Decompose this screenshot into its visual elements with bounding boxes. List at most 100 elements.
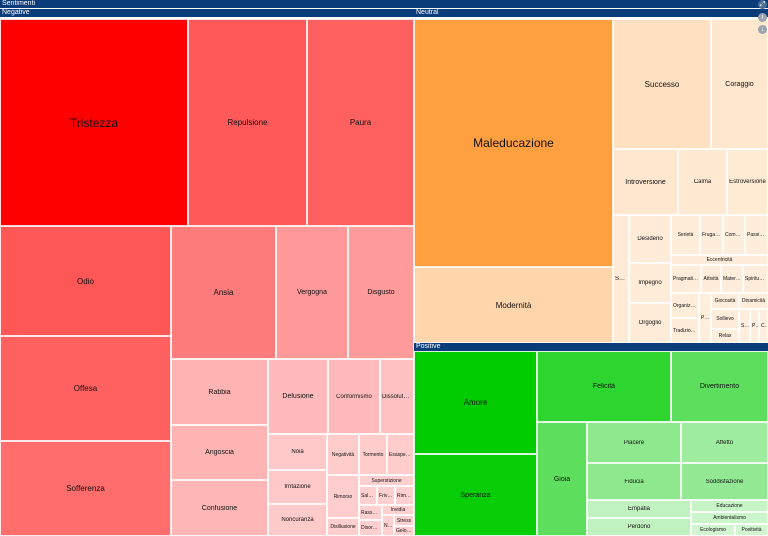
treemap-tile-label: Calma [693, 179, 712, 185]
treemap-tile-positivita[interactable]: Positività [735, 524, 768, 536]
treemap-tile-dinamicita[interactable]: Dinamicità [739, 293, 768, 309]
treemap-tile-conformismo[interactable]: Conformismo [328, 359, 380, 434]
treemap-tile-organizzazione[interactable]: Organizzazione [671, 293, 699, 318]
treemap-tile-odio[interactable]: Odio [0, 226, 171, 336]
treemap-tile-label: Positività [741, 527, 762, 533]
treemap-tile-eccentricita[interactable]: Eccentricità [671, 255, 768, 265]
treemap-tile-vergogna[interactable]: Vergogna [276, 226, 348, 359]
treemap-tile-attivita[interactable]: Attività [701, 265, 721, 293]
treemap-tile-label: Disorganizzazione [361, 525, 381, 531]
treemap-tile-maleducazione[interactable]: Maleducazione [414, 19, 613, 267]
treemap-tile-delusione[interactable]: Delusione [268, 359, 328, 434]
treemap-tile-sollievo[interactable]: Sollievo [711, 309, 739, 329]
treemap-tile-frivolezza[interactable]: Frivolezza [377, 486, 395, 505]
treemap-tile-esasperazione[interactable]: Esasperazione [387, 434, 414, 475]
treemap-tile-fiducia[interactable]: Fiducia [587, 463, 681, 500]
treemap-tile-rabbia[interactable]: Rabbia [171, 359, 268, 425]
treemap-tile-spiritualita[interactable]: Spiritualità [743, 265, 768, 293]
treemap-tile-serenita[interactable]: Serenità [739, 309, 750, 343]
treemap-tile-speranza[interactable]: Speranza [414, 454, 537, 536]
treemap-tile-label: Estroversione [729, 179, 766, 185]
treemap-tile-impegno[interactable]: Impegno [629, 263, 671, 303]
treemap-tile-pragmatismo[interactable]: Pragmatismo [671, 265, 701, 293]
treemap-tile-rassegnazione[interactable]: Rassegnazione [359, 505, 382, 520]
treemap-tile-ansia[interactable]: Ansia [171, 226, 276, 359]
treemap-tile-giocosita[interactable]: Giocosità [711, 293, 739, 309]
treemap-tile-rimpianto[interactable]: Rimpianto [395, 486, 414, 505]
treemap-tile-repulsione[interactable]: Repulsione [188, 19, 307, 226]
treemap-tile-divertimento[interactable]: Divertimento [671, 351, 768, 422]
treemap-tile-estroversione[interactable]: Estroversione [727, 149, 768, 215]
treemap-tile-label: Superstizione [371, 477, 402, 484]
group-header-negative: Negative [0, 9, 414, 17]
treemap-tile-rimorso[interactable]: Rimorso [327, 475, 359, 518]
treemap-tile-calma[interactable]: Calma [678, 149, 727, 215]
treemap-tile-label: Pazienza [701, 315, 710, 321]
treemap-tile-negativita[interactable]: Negatività [327, 434, 359, 475]
treemap-tile-ecologismo[interactable]: Ecologismo [691, 524, 735, 536]
treemap-tile-tormento[interactable]: Tormento [359, 434, 387, 475]
group-header-neutral: Neutral [414, 9, 768, 17]
treemap-tile-desiderio[interactable]: Desiderio [629, 215, 671, 263]
treemap-tile-frugalita[interactable]: Frugalità [700, 215, 723, 255]
treemap-tile-felicita[interactable]: Felicità [537, 351, 671, 422]
treemap-tile-introversione[interactable]: Introversione [613, 149, 678, 215]
treemap-tile-perdono[interactable]: Perdono [587, 518, 691, 536]
treemap-tile-gioia[interactable]: Gioia [537, 422, 587, 536]
treemap-tile-successo[interactable]: Successo [613, 19, 711, 149]
treemap-tile-empatia[interactable]: Empatia [587, 500, 691, 518]
treemap-tile-relax[interactable]: Relax [711, 329, 739, 343]
treemap-tile-label: Noia [291, 449, 304, 455]
treemap-tile-praticita[interactable]: Praticità [750, 309, 759, 343]
treemap-tile-pazienza[interactable]: Pazienza [699, 293, 711, 343]
treemap-tile-label: Concretezza [761, 323, 767, 329]
treemap-tile-materialismo[interactable]: Materialismo [721, 265, 743, 293]
treemap-tile-offesa[interactable]: Offesa [0, 336, 171, 441]
treemap-tile-sofferenza[interactable]: Sofferenza [0, 441, 171, 536]
treemap-tile-passione[interactable]: Passione [745, 215, 768, 255]
treemap-tile-irritazione[interactable]: Irritazione [268, 470, 327, 504]
treemap-tile-label: Affetto [715, 439, 734, 446]
treemap-tile-tradizionalismo[interactable]: Tradizionalismo [671, 318, 699, 343]
expand-icon[interactable]: ⤢ [758, 0, 767, 9]
treemap-tile-ambientalismo[interactable]: Ambientalismo [691, 512, 768, 524]
treemap-tile-nostalgia[interactable]: Nostalgia [382, 515, 394, 536]
treemap-tile-confusione[interactable]: Confusione [171, 480, 268, 536]
treemap-tile-salutismo[interactable]: Salutismo [359, 486, 377, 505]
treemap-tile-label: Serietà [677, 232, 694, 238]
treemap-tile-concretezza[interactable]: Concretezza [759, 309, 768, 343]
treemap-tile-piacere[interactable]: Piacere [587, 422, 681, 463]
treemap-tile-disgusto[interactable]: Disgusto [348, 226, 414, 359]
download-icon[interactable]: ↓ [758, 25, 767, 34]
treemap-tile-orgoglio[interactable]: Orgoglio [629, 303, 671, 343]
treemap-tile-stress[interactable]: Stress [394, 515, 414, 526]
treemap-tile-label: Amore [463, 398, 488, 407]
treemap-tile-label: Praticità [752, 323, 758, 329]
treemap-tile-paura[interactable]: Paura [307, 19, 414, 226]
treemap-tile-superstizione[interactable]: Superstizione [359, 475, 414, 486]
treemap-tile-amore[interactable]: Amore [414, 351, 537, 454]
treemap-tile-noia[interactable]: Noia [268, 434, 327, 470]
treemap-tile-affetto[interactable]: Affetto [681, 422, 768, 463]
treemap-tile-angoscia[interactable]: Angoscia [171, 425, 268, 480]
treemap-tile-disorganizzazione[interactable]: Disorganizzazione [359, 520, 382, 536]
treemap-tile-label: Delusione [282, 393, 314, 400]
treemap-tile-serieta[interactable]: Serietà [671, 215, 700, 255]
treemap-tile-label: Serenità [741, 323, 749, 329]
treemap-tile-gelosia[interactable]: Gelosia [394, 526, 414, 536]
treemap-tile-label: Gelosia [396, 528, 413, 534]
treemap-tile-tristezza[interactable]: Tristezza [0, 19, 188, 226]
treemap-tile-compassione[interactable]: Compassione [723, 215, 745, 255]
treemap-tile-label: Perdono [627, 524, 651, 530]
treemap-tile-sorpresa[interactable]: Sorpresa [613, 215, 629, 343]
treemap-tile-disillusione[interactable]: Disillusione [327, 518, 359, 536]
treemap-tile-modernita[interactable]: Modernità [414, 267, 613, 343]
info-icon[interactable]: i [758, 13, 767, 22]
treemap-tile-invidia[interactable]: Invidia [382, 505, 414, 515]
treemap-tile-soddisfazione[interactable]: Soddisfazione [681, 463, 768, 500]
treemap-tile-educazione[interactable]: Educazione [691, 500, 768, 512]
treemap-tile-coraggio[interactable]: Coraggio [711, 19, 768, 149]
treemap-tile-noncuranza[interactable]: Noncuranza [268, 504, 327, 536]
treemap-tile-dissolutezza[interactable]: Dissolutezza [380, 359, 414, 434]
treemap-tile-label: Educazione [716, 503, 743, 509]
